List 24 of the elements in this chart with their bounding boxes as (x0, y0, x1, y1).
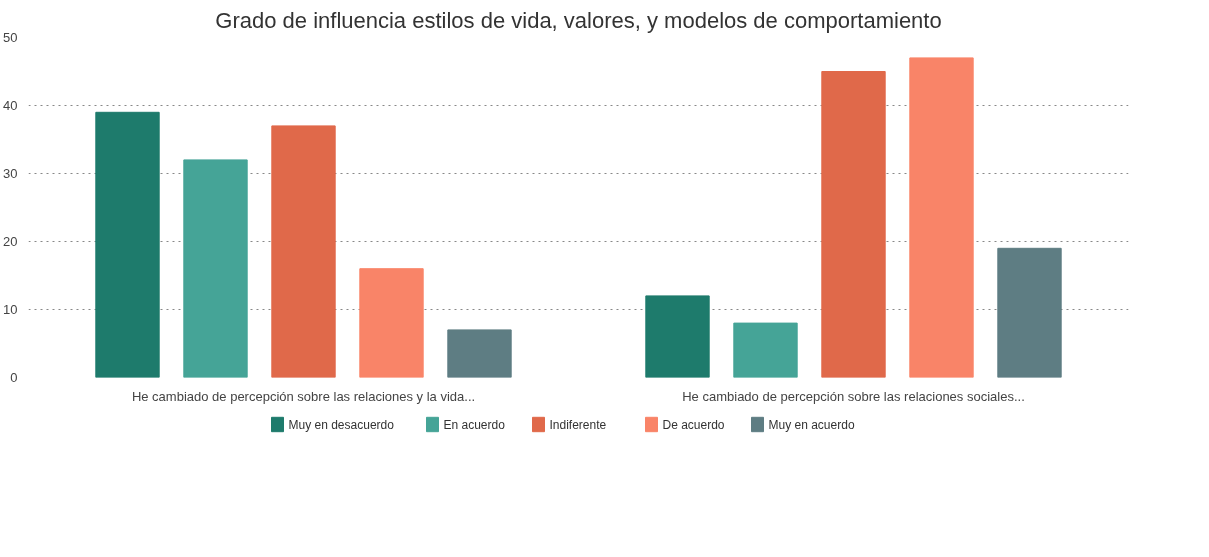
legend-label: En acuerdo (443, 417, 506, 432)
chart-title: Grado de influencia estilos de vida, valores, y modelos de comportamiento (215, 7, 942, 33)
y-tick-label: 0 (10, 370, 18, 385)
legend-label: Indiferente (549, 417, 607, 432)
bar (909, 57, 974, 378)
x-tick-label: He cambiado de percepción sobre las relaciones y la vida... (131, 388, 476, 404)
legend-label: Muy en acuerdo (768, 417, 855, 432)
bar (183, 159, 248, 378)
bar (997, 247, 1062, 378)
y-tick-label: 10 (3, 302, 18, 317)
legend-label: Muy en desacuerdo (288, 417, 395, 432)
bar (733, 322, 798, 378)
legend-label: De acuerdo (662, 417, 725, 432)
bar (821, 71, 886, 378)
x-tick-label: He cambiado de percepción sobre las relaciones sociales... (682, 388, 1025, 404)
bar (271, 125, 336, 378)
bar (359, 268, 424, 378)
y-tick-label: 30 (3, 166, 18, 181)
bar (447, 329, 512, 378)
y-tick-label: 50 (3, 30, 18, 45)
y-tick-label: 40 (3, 98, 18, 113)
bar (95, 111, 160, 378)
bar (645, 295, 710, 378)
y-tick-label: 20 (3, 234, 18, 249)
